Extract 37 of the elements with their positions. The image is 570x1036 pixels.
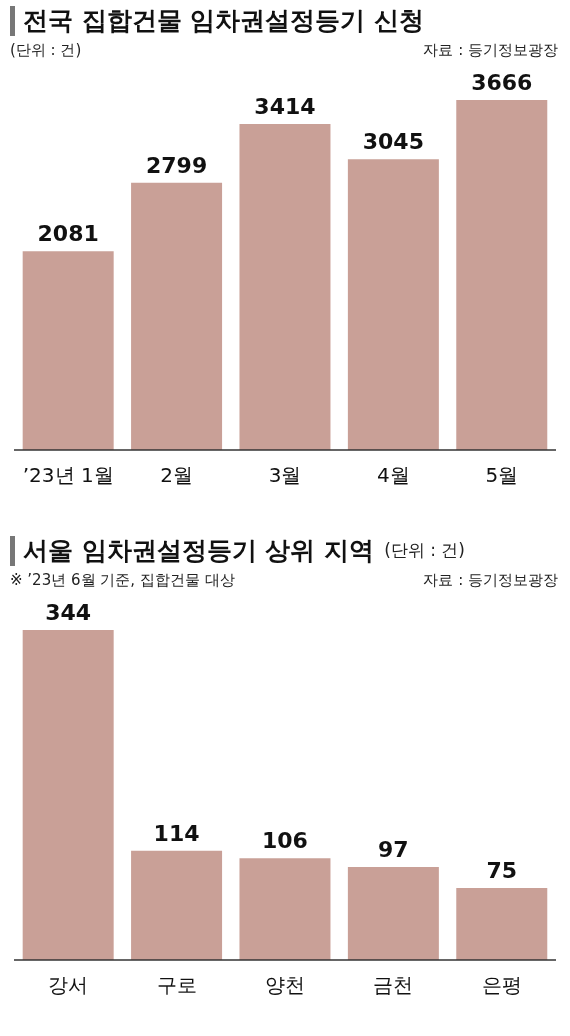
text: 자료 : 등기정보광장 xyxy=(423,571,558,590)
bar xyxy=(347,159,439,450)
bar xyxy=(22,251,114,450)
data-label: 2799 xyxy=(145,152,208,178)
bar xyxy=(347,866,439,960)
data-label: 106 xyxy=(262,828,308,854)
data-label: 3045 xyxy=(362,129,424,155)
data-label: 344 xyxy=(45,600,92,625)
bar xyxy=(131,182,223,450)
x-tick-label: 4월 xyxy=(377,463,410,488)
text: ※ ’23년 6월 기준, 집합건물 대상 xyxy=(10,571,235,590)
chart-title: 전국 집합건물 임차권설정등기 신청 xyxy=(23,5,425,37)
x-tick-label: 구로 xyxy=(156,973,197,998)
x-tick-label: 2월 xyxy=(160,463,193,488)
chart-title: 서울 임차권설정등기 상위 지역 xyxy=(23,535,375,567)
bar xyxy=(456,888,548,960)
data-label: 97 xyxy=(378,836,409,862)
x-tick-label: 은평 xyxy=(481,973,522,998)
chart-subtitle: (단위 : 건) xyxy=(384,539,465,562)
x-tick-label: 5월 xyxy=(485,463,519,488)
data-label: 75 xyxy=(486,858,518,884)
bar xyxy=(131,850,223,960)
text: 자료 : 등기정보광장 xyxy=(423,41,558,60)
data-label: 3414 xyxy=(254,94,316,120)
x-tick-label: ’23년 1월 xyxy=(22,463,114,488)
bar xyxy=(239,858,331,960)
bar xyxy=(239,124,331,450)
data-label: 2081 xyxy=(37,221,99,247)
x-tick-label: 3월 xyxy=(268,463,302,488)
bar xyxy=(456,100,548,450)
x-tick-label: 강서 xyxy=(48,973,89,998)
x-tick-label: 금천 xyxy=(373,973,414,998)
data-label: 114 xyxy=(153,820,200,846)
data-label: 3666 xyxy=(471,70,533,95)
x-tick-label: 양천 xyxy=(265,973,305,998)
chart-subtitle: (단위 : 건) xyxy=(10,41,82,60)
bar xyxy=(22,630,114,960)
